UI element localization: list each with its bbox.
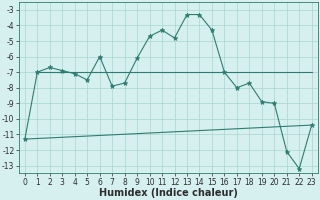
X-axis label: Humidex (Indice chaleur): Humidex (Indice chaleur) xyxy=(99,188,238,198)
